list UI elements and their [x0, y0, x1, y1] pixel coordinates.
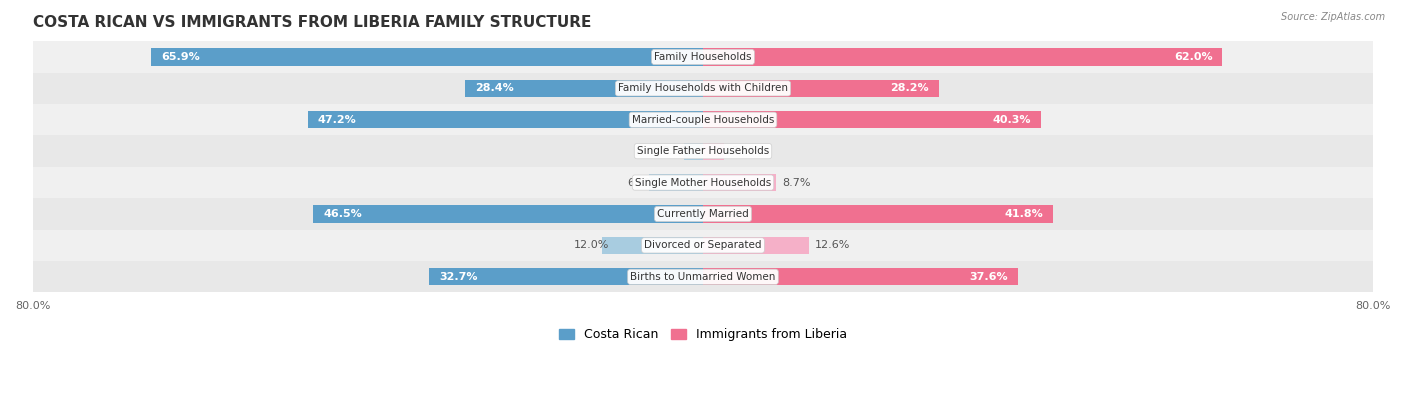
Text: Divorced or Separated: Divorced or Separated [644, 241, 762, 250]
Bar [703, 174, 776, 191]
Text: 28.4%: 28.4% [475, 83, 513, 93]
Bar [703, 205, 1053, 223]
Text: Family Households: Family Households [654, 52, 752, 62]
Text: 46.5%: 46.5% [323, 209, 363, 219]
Legend: Costa Rican, Immigrants from Liberia: Costa Rican, Immigrants from Liberia [554, 323, 852, 346]
Text: 37.6%: 37.6% [969, 272, 1008, 282]
Bar [32, 229, 1374, 261]
Text: Source: ZipAtlas.com: Source: ZipAtlas.com [1281, 12, 1385, 22]
Bar [32, 73, 1374, 104]
Bar [683, 143, 703, 160]
Text: Married-couple Households: Married-couple Households [631, 115, 775, 125]
Text: COSTA RICAN VS IMMIGRANTS FROM LIBERIA FAMILY STRUCTURE: COSTA RICAN VS IMMIGRANTS FROM LIBERIA F… [32, 15, 591, 30]
Bar [32, 198, 1374, 229]
Text: Family Households with Children: Family Households with Children [619, 83, 787, 93]
Text: 32.7%: 32.7% [439, 272, 478, 282]
Bar [429, 268, 703, 286]
Bar [703, 80, 939, 97]
Text: Single Father Households: Single Father Households [637, 146, 769, 156]
Bar [703, 48, 1222, 66]
Bar [314, 205, 703, 223]
Bar [648, 174, 703, 191]
Text: 28.2%: 28.2% [890, 83, 929, 93]
Bar [703, 143, 724, 160]
Text: 62.0%: 62.0% [1174, 52, 1212, 62]
Bar [32, 135, 1374, 167]
Bar [308, 111, 703, 128]
Text: Births to Unmarried Women: Births to Unmarried Women [630, 272, 776, 282]
Text: 12.6%: 12.6% [815, 241, 851, 250]
Bar [703, 237, 808, 254]
Bar [703, 111, 1040, 128]
Text: 2.5%: 2.5% [731, 146, 759, 156]
Text: Currently Married: Currently Married [657, 209, 749, 219]
Text: 12.0%: 12.0% [574, 241, 609, 250]
Text: Single Mother Households: Single Mother Households [636, 178, 770, 188]
Bar [32, 167, 1374, 198]
Bar [32, 41, 1374, 73]
Text: 8.7%: 8.7% [783, 178, 811, 188]
Bar [32, 104, 1374, 135]
Bar [465, 80, 703, 97]
Text: 41.8%: 41.8% [1004, 209, 1043, 219]
Text: 6.5%: 6.5% [627, 178, 655, 188]
Bar [602, 237, 703, 254]
Text: 40.3%: 40.3% [993, 115, 1031, 125]
Bar [150, 48, 703, 66]
Bar [703, 268, 1018, 286]
Bar [32, 261, 1374, 292]
Text: 2.3%: 2.3% [662, 146, 690, 156]
Text: 65.9%: 65.9% [160, 52, 200, 62]
Text: 47.2%: 47.2% [318, 115, 356, 125]
